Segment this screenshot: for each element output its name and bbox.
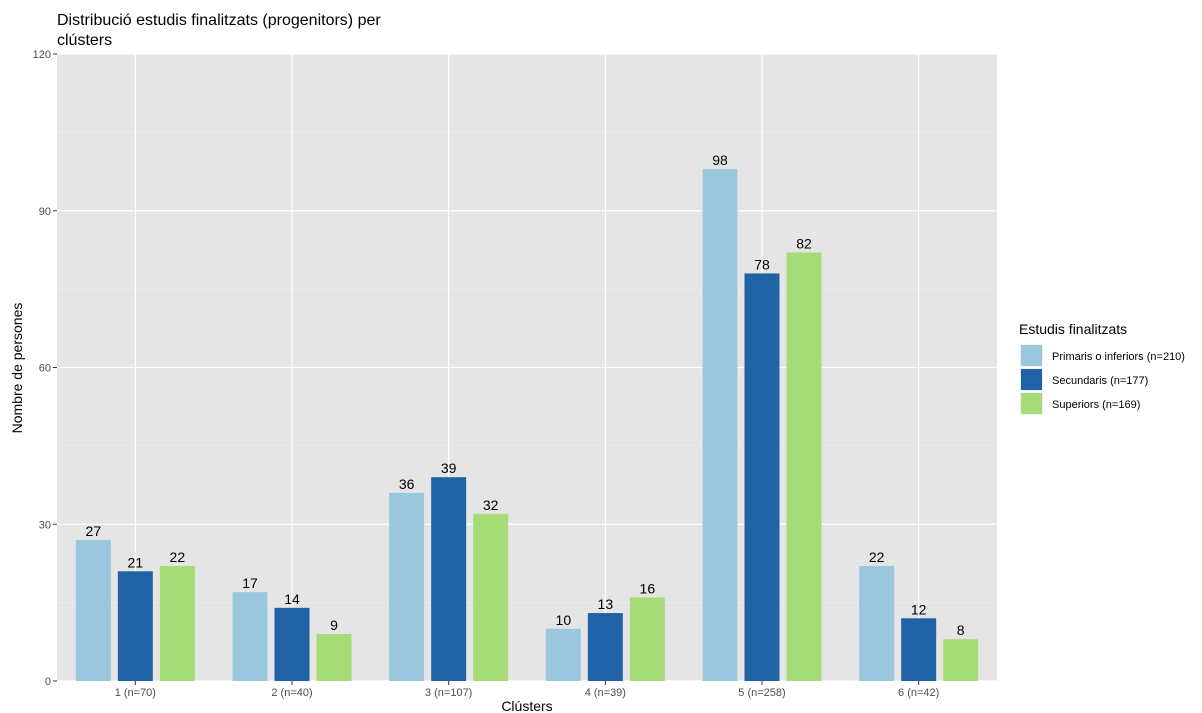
bar-value-label: 12 — [911, 601, 927, 617]
bar — [629, 597, 665, 681]
bar-value-label: 78 — [754, 256, 770, 272]
bar — [389, 492, 425, 681]
legend-swatch — [1021, 393, 1042, 414]
bar-value-label: 13 — [598, 596, 614, 612]
bar-labels-group: 27 21 22 17 14 9 36 39 32 10 13 16 98 78 82 22 12 8 — [86, 152, 965, 638]
chart-title-line1: Distribució estudis finalitzats (progeni… — [57, 12, 381, 29]
bar — [943, 639, 979, 681]
minor-gridlines — [57, 132, 997, 603]
x-tick-label: 3 (n=107) — [425, 687, 472, 699]
bar — [702, 168, 738, 681]
bar — [545, 628, 581, 681]
bar-value-label: 98 — [712, 152, 728, 168]
bar-value-label: 16 — [640, 580, 656, 596]
bar-value-label: 32 — [483, 497, 499, 513]
x-axis-title: Clústers — [501, 698, 552, 713]
legend-swatch — [1021, 369, 1042, 390]
legend-swatch — [1021, 345, 1042, 366]
bar — [744, 273, 780, 681]
legend-label: Superiors (n=169) — [1052, 399, 1140, 411]
legend-label: Secundaris (n=177) — [1052, 375, 1148, 387]
bars-group — [75, 168, 979, 682]
bar-value-label: 36 — [399, 476, 415, 492]
bar — [901, 618, 937, 681]
x-tick-label: 6 (n=42) — [898, 687, 939, 699]
y-tick-label: 120 — [33, 49, 51, 61]
x-tick-label: 2 (n=40) — [271, 687, 312, 699]
bar-value-label: 21 — [128, 554, 144, 570]
bar-value-label: 22 — [869, 549, 885, 565]
bar — [431, 477, 467, 681]
bar-value-label: 10 — [556, 612, 572, 628]
bar — [859, 566, 895, 681]
bar — [786, 252, 822, 682]
legend: Estudis finalitzats Primaris o inferiors… — [1019, 321, 1185, 415]
bar — [316, 633, 352, 681]
y-tick-label: 0 — [45, 676, 51, 688]
y-axis-title: Nombre de persones — [9, 303, 25, 434]
bar — [232, 592, 268, 681]
x-tick-label: 1 (n=70) — [115, 687, 156, 699]
bar-value-label: 39 — [441, 460, 457, 476]
bar-value-label: 22 — [170, 549, 186, 565]
bar — [473, 513, 509, 681]
chart-title-line2: clústers — [57, 32, 112, 49]
y-tick-label: 30 — [39, 519, 51, 531]
bar-value-label: 17 — [242, 575, 258, 591]
bar — [587, 613, 623, 681]
bar — [117, 571, 153, 681]
y-tick-label: 90 — [39, 206, 51, 218]
x-tick-label: 4 (n=39) — [585, 687, 626, 699]
bar — [159, 566, 195, 681]
legend-title: Estudis finalitzats — [1019, 321, 1127, 337]
bar-value-label: 8 — [957, 622, 965, 638]
bar-value-label: 82 — [796, 236, 812, 252]
bar — [274, 607, 310, 681]
x-axis: 1 (n=70) 2 (n=40) 3 (n=107) 4 (n=39) 5 (n=25… — [115, 681, 939, 699]
bar-value-label: 14 — [284, 591, 300, 607]
legend-label: Primaris o inferiors (n=210) — [1052, 351, 1185, 363]
x-tick-label: 5 (n=258) — [738, 687, 785, 699]
bar-value-label: 27 — [86, 523, 102, 539]
y-tick-label: 60 — [39, 363, 51, 375]
bar-value-label: 9 — [330, 617, 338, 633]
y-axis: 0 30 60 90 120 — [33, 49, 57, 688]
bar — [75, 539, 111, 681]
